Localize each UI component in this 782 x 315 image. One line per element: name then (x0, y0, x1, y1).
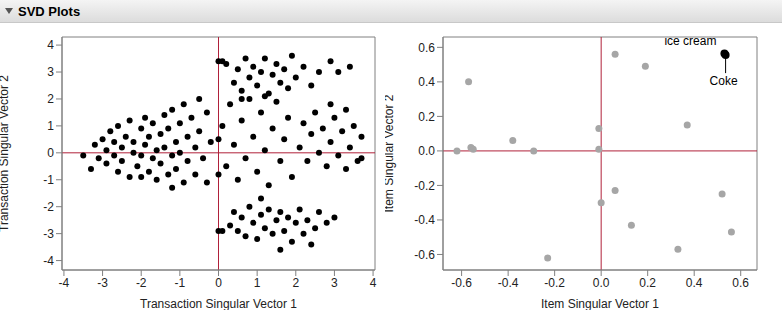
svg-text:3: 3 (331, 276, 338, 290)
svg-text:-0.2: -0.2 (544, 276, 565, 290)
svg-text:1: 1 (254, 276, 261, 290)
svg-text:-1: -1 (175, 276, 186, 290)
svg-text:-1: -1 (43, 173, 54, 187)
svg-text:3: 3 (47, 65, 54, 79)
svg-text:1: 1 (47, 119, 54, 133)
svg-text:ice cream: ice cream (664, 37, 716, 48)
svg-text:0.6: 0.6 (732, 276, 749, 290)
svg-text:Coke: Coke (710, 74, 738, 88)
svg-text:0.2: 0.2 (639, 276, 656, 290)
svg-text:Item Singular Vector 2: Item Singular Vector 2 (385, 94, 396, 212)
svg-text:0.4: 0.4 (418, 75, 435, 89)
svg-text:-0.4: -0.4 (414, 213, 435, 227)
svg-text:-4: -4 (59, 276, 70, 290)
svg-text:-0.6: -0.6 (414, 248, 435, 262)
svg-text:Transaction Singular Vector 1: Transaction Singular Vector 1 (140, 297, 297, 310)
svg-text:-2: -2 (136, 276, 147, 290)
svg-text:0: 0 (47, 146, 54, 160)
svg-text:-0.2: -0.2 (414, 179, 435, 193)
svg-text:-4: -4 (43, 254, 54, 268)
svg-text:0.0: 0.0 (418, 144, 435, 158)
svg-text:Transaction Singular Vector 2: Transaction Singular Vector 2 (8, 75, 11, 232)
svg-text:2: 2 (292, 276, 299, 290)
svg-text:0: 0 (215, 276, 222, 290)
html-text:SVD Plots: SVD Plots (18, 3, 81, 19)
svg-text:0.6: 0.6 (418, 41, 435, 55)
svg-text:4: 4 (370, 276, 377, 290)
svg-text:4: 4 (47, 38, 54, 52)
svg-text:Item Singular Vector 1: Item Singular Vector 1 (541, 297, 659, 310)
svg-text:0.4: 0.4 (686, 276, 703, 290)
svg-text:0.2: 0.2 (418, 110, 435, 124)
svg-text:2: 2 (47, 92, 54, 106)
svg-text:0.0: 0.0 (593, 276, 610, 290)
svg-text:-2: -2 (43, 200, 54, 214)
svg-text:-3: -3 (43, 227, 54, 241)
svg-text:-0.4: -0.4 (498, 276, 519, 290)
svg-text:-0.6: -0.6 (451, 276, 472, 290)
svg-text:-3: -3 (97, 276, 108, 290)
